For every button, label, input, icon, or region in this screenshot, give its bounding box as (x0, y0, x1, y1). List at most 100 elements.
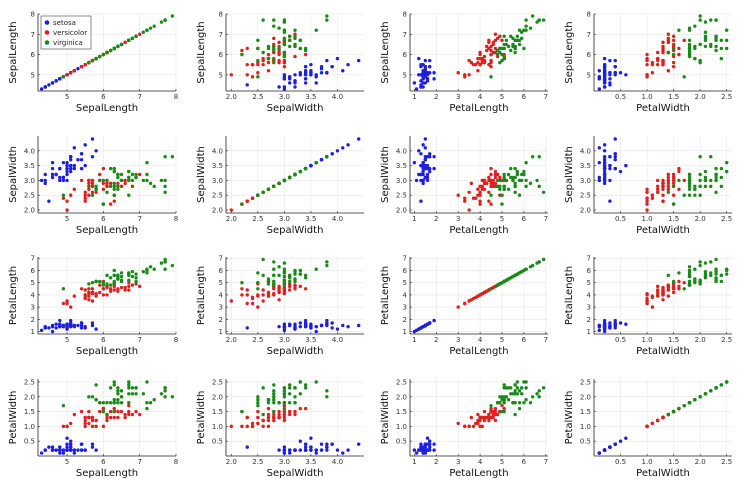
point-virginica (127, 178, 131, 183)
point-versicolor (467, 190, 471, 194)
point-virginica (152, 24, 156, 28)
point-virginica (112, 184, 116, 189)
point-setosa (245, 83, 249, 87)
point-virginica (520, 392, 524, 396)
point-versicolor (94, 293, 98, 297)
y-tick-label: 1.0 (396, 423, 407, 431)
point-versicolor (272, 291, 276, 296)
x-tick-label: 3 (456, 336, 460, 344)
point-setosa (421, 178, 425, 183)
point-versicolor (83, 293, 87, 297)
point-virginica (240, 280, 244, 285)
point-versicolor (650, 421, 655, 426)
point-versicolor (65, 208, 69, 212)
point-virginica (515, 386, 520, 390)
x-tick-label: 7 (544, 336, 548, 344)
point-setosa (303, 318, 308, 323)
point-setosa (325, 322, 329, 326)
x-tick-label: 7 (544, 458, 548, 466)
point-virginica (287, 400, 292, 405)
point-virginica (141, 269, 146, 274)
point-virginica (61, 403, 66, 408)
x-tick-label: 3.5 (305, 458, 316, 466)
point-setosa (68, 445, 73, 449)
point-virginica (520, 386, 524, 390)
point-virginica (522, 46, 526, 51)
x-tick-label: 6 (101, 215, 106, 223)
point-versicolor (90, 287, 95, 291)
point-virginica (130, 172, 135, 177)
point-versicolor (661, 187, 665, 192)
point-versicolor (303, 287, 308, 291)
point-virginica (116, 44, 120, 49)
point-setosa (303, 445, 308, 449)
point-virginica (509, 392, 513, 396)
x-axis-label: SepalWidth (267, 225, 324, 236)
point-versicolor (666, 40, 671, 45)
point-virginica (719, 184, 724, 189)
point-setosa (613, 326, 617, 330)
point-virginica (163, 389, 167, 393)
point-virginica (277, 26, 281, 30)
point-setosa (90, 321, 95, 325)
y-tick-label: 5 (403, 279, 407, 287)
point-versicolor (137, 32, 142, 36)
panel-petalwidth-vs-sepalwidth: 2.0 2.5 3.0 3.5 4.0 0.5 1.0 1.5 2.0 2.5 SepalWidth… (196, 378, 364, 479)
point-versicolor (90, 291, 95, 296)
point-virginica (134, 386, 138, 390)
point-versicolor (493, 406, 498, 411)
point-virginica (277, 46, 281, 51)
point-virginica (256, 398, 260, 402)
point-setosa (425, 155, 430, 159)
point-versicolor (500, 403, 504, 408)
point-setosa (421, 172, 425, 177)
point-versicolor (108, 409, 113, 414)
point-virginica (495, 48, 500, 53)
point-setosa (428, 152, 432, 156)
point-setosa (602, 160, 607, 165)
x-axis-label: PetalWidth (636, 346, 690, 357)
point-versicolor (87, 421, 91, 426)
point-versicolor (277, 409, 281, 414)
y-tick-label: 1.0 (24, 423, 35, 431)
point-setosa (90, 137, 95, 141)
point-virginica (130, 269, 135, 274)
point-virginica (108, 386, 113, 390)
point-virginica (513, 50, 517, 55)
point-versicolor (469, 60, 474, 65)
point-versicolor (240, 293, 244, 297)
point-setosa (61, 160, 66, 165)
point-virginica (714, 44, 718, 49)
point-virginica (714, 386, 718, 390)
point-virginica (515, 172, 520, 177)
x-tick-label: 3.5 (305, 93, 316, 101)
point-virginica (520, 269, 524, 274)
panel-petallength-vs-petalwidth: 0.5 1.0 1.5 2.0 2.5 1 2 3 4 5 6 7 PetalWidth PetalLen… (564, 255, 732, 357)
point-virginica (513, 392, 517, 396)
x-tick-label: 8 (174, 336, 178, 344)
point-virginica (666, 273, 671, 278)
y-tick-label: 2.5 (580, 378, 591, 386)
point-setosa (608, 321, 612, 325)
point-setosa (428, 169, 432, 174)
point-virginica (724, 160, 729, 165)
point-setosa (602, 157, 607, 162)
point-virginica (112, 273, 116, 278)
y-tick-label: 1 (587, 328, 591, 336)
point-virginica (719, 38, 724, 43)
panel-sepallength-vs-petallength: 1 2 3 4 5 6 7 5 6 7 8 PetalLength SepalLength (380, 11, 548, 115)
point-versicolor (478, 62, 482, 67)
point-virginica (535, 20, 539, 24)
point-virginica (714, 172, 718, 177)
panel-sepalwidth-vs-petallength: 1 2 3 4 5 6 7 2.0 2.5 3.0 3.5 4.0 PetalLength SepalWi… (380, 136, 548, 236)
point-virginica (112, 398, 116, 402)
y-tick-label: 6 (403, 267, 408, 275)
point-virginica (495, 184, 500, 189)
point-virginica (537, 184, 541, 189)
point-versicolor (105, 415, 109, 420)
point-virginica (703, 269, 708, 274)
point-versicolor (83, 199, 87, 203)
point-setosa (421, 448, 425, 452)
point-versicolor (645, 52, 649, 57)
point-setosa (602, 62, 607, 67)
